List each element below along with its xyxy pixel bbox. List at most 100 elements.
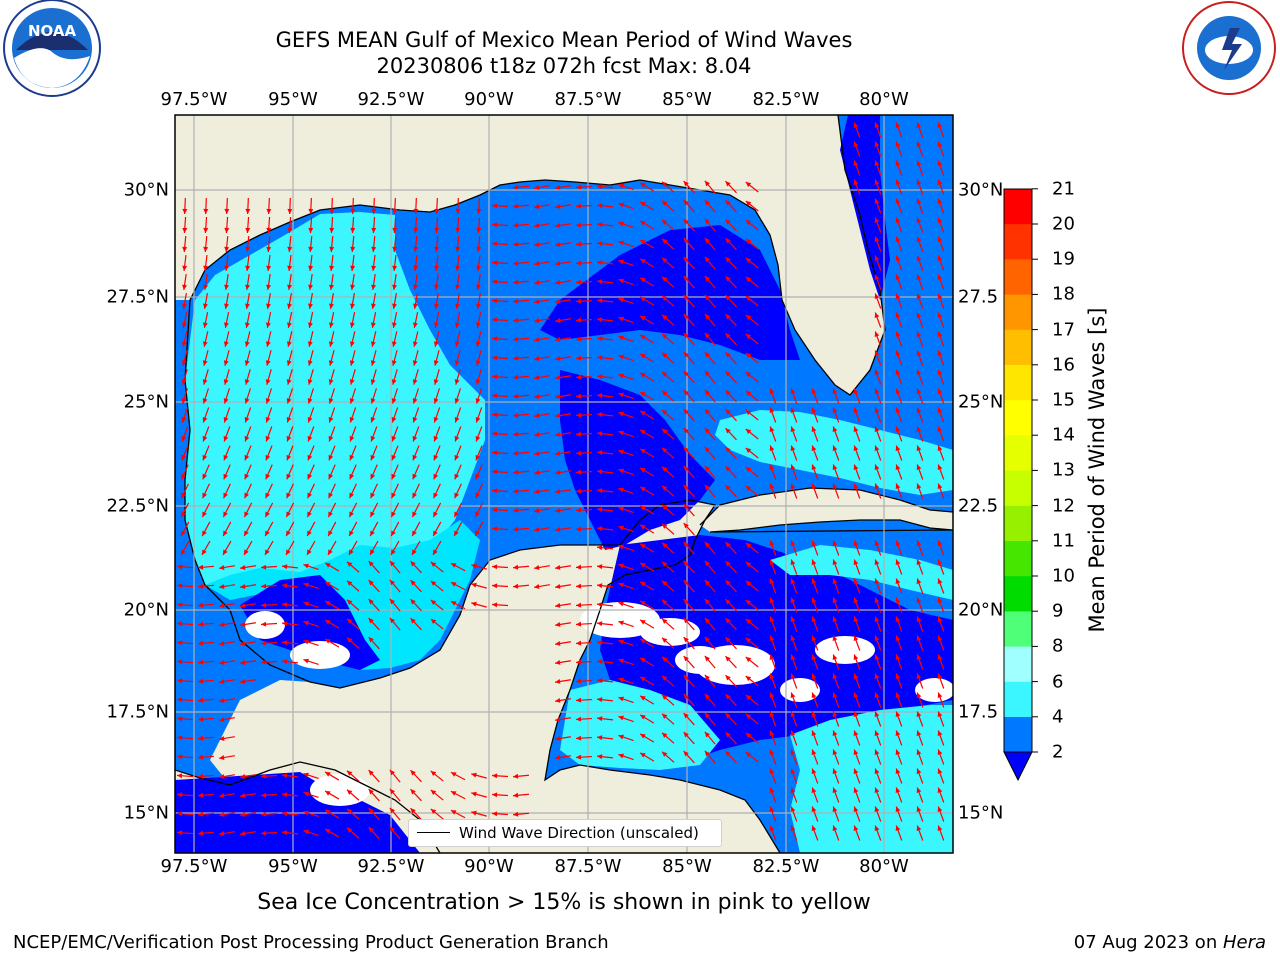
colorbar-tick-label: 15 (1052, 389, 1075, 411)
wind-wave-arrowhead (261, 773, 267, 779)
colorbar-tick-label: 16 (1052, 354, 1075, 376)
wind-wave-arrowhead (471, 601, 477, 607)
wind-wave-arrowhead (790, 825, 796, 832)
wind-wave-arrowhead (769, 768, 775, 775)
wind-wave-arrowhead (661, 694, 668, 700)
wind-wave-arrowhead (811, 388, 817, 395)
wind-wave-arrowhead (198, 697, 204, 703)
wind-wave-arrowhead (261, 640, 267, 646)
wind-wave-arrowhead (450, 563, 457, 568)
wind-wave-arrowhead (704, 408, 710, 415)
colorbar-tick-label: 20 (1052, 213, 1075, 235)
wind-wave-arrowhead (811, 635, 817, 642)
colorbar-title: Mean Period of Wind Waves [s] (1085, 307, 1109, 633)
wind-wave-arrowhead (745, 391, 752, 397)
wind-wave-arrowhead (287, 303, 292, 309)
wind-wave-arrowhead (240, 774, 246, 779)
wind-wave-arrowhead (725, 200, 731, 206)
wind-wave-arrowhead (492, 602, 498, 608)
wind-wave-arrowhead (811, 768, 817, 775)
wind-wave-arrowhead (874, 749, 880, 756)
legend-label: Wind Wave Direction (unscaled) (459, 824, 699, 842)
wind-wave-arrowhead (534, 451, 540, 456)
wind-wave-arrowhead (286, 322, 292, 328)
wind-wave-arrowhead (433, 379, 439, 385)
wind-wave-arrowhead (555, 697, 561, 703)
wind-wave-arrowhead (534, 337, 540, 342)
wind-wave-arrowhead (640, 581, 646, 587)
wind-wave-arrowhead (725, 295, 731, 301)
wind-wave-arrowhead (576, 678, 582, 684)
wind-wave-arrowhead (790, 540, 796, 547)
wind-wave-arrowhead (181, 417, 187, 423)
wind-wave-arrowhead (916, 768, 922, 775)
wind-wave-arrowhead (661, 219, 668, 225)
wind-wave-arrowhead (475, 454, 481, 461)
wind-wave-arrowhead (832, 730, 838, 737)
wind-wave-arrowhead (433, 454, 439, 461)
wind-wave-arrowhead (513, 317, 519, 323)
wind-wave-arrowhead (683, 694, 689, 700)
wind-wave-arrowhead (240, 584, 246, 589)
wind-wave-arrowhead (895, 274, 901, 281)
wind-wave-arrowhead (433, 530, 438, 537)
wind-wave-arrowhead (618, 392, 624, 398)
wind-wave-arrowhead (307, 492, 312, 499)
wind-wave-arrowhead (203, 208, 209, 214)
wind-wave-arrowhead (261, 830, 267, 836)
wind-wave-arrowhead (937, 407, 943, 414)
wind-wave-arrowhead (177, 659, 183, 665)
wind-wave-arrowhead (513, 260, 519, 266)
wind-wave-arrowhead (661, 257, 668, 263)
wind-wave-arrowhead (853, 141, 859, 148)
wind-wave-arrowhead (704, 636, 710, 643)
wind-wave-arrowhead (790, 559, 796, 566)
wind-wave-arrowhead (325, 581, 331, 587)
wind-wave-arrowhead (874, 369, 880, 376)
wind-wave-arrowhead (937, 540, 943, 547)
wind-wave-arrowhead (434, 284, 440, 290)
wind-wave-arrowhead (433, 417, 439, 423)
wind-wave-arrowhead (853, 806, 859, 813)
wind-wave-arrowhead (198, 735, 204, 741)
wind-wave-arrowhead (223, 473, 229, 480)
wind-wave-arrowhead (895, 426, 901, 433)
wind-wave-arrowhead (745, 714, 752, 720)
wind-wave-arrowhead (534, 413, 540, 418)
wind-wave-arrowhead (916, 293, 922, 300)
wind-wave-arrowhead (181, 530, 186, 537)
wind-wave-arrowhead (683, 333, 689, 339)
wind-wave-arrowhead (410, 808, 416, 814)
wind-wave-arrowhead (450, 810, 457, 815)
wind-wave-arrowhead (265, 417, 271, 423)
map-title: GEFS MEAN Gulf of Mexico Mean Period of … (275, 28, 853, 52)
wind-wave-arrowhead (832, 616, 838, 623)
wind-wave-arrowhead (412, 511, 417, 518)
wind-wave-arrowhead (725, 276, 731, 282)
wind-wave-arrowhead (513, 184, 519, 190)
wind-wave-arrowhead (475, 492, 480, 499)
wind-wave-arrowhead (895, 217, 901, 224)
wind-wave-arrowhead (576, 640, 582, 646)
wind-wave-arrowhead (683, 485, 689, 491)
wind-wave-arrowhead (832, 673, 838, 680)
wind-wave-arrowhead (916, 255, 922, 262)
lat-label-left: 20°N (123, 599, 169, 621)
wind-wave-arrowhead (389, 598, 395, 605)
wind-wave-arrowhead (265, 435, 271, 442)
wind-wave-arrowhead (349, 417, 355, 423)
wind-wave-arrowhead (303, 772, 309, 778)
wind-wave-arrowhead (576, 621, 582, 627)
wind-wave-arrowhead (223, 341, 229, 347)
wind-wave-arrowhead (661, 371, 668, 377)
wind-wave-arrowhead (704, 712, 710, 719)
wind-wave-arrowhead (412, 379, 418, 385)
wind-wave-arrowhead (555, 621, 561, 627)
wind-wave-arrowhead (261, 583, 267, 589)
wind-wave-arrowhead (640, 277, 646, 283)
wind-wave-arrowhead (683, 200, 689, 206)
wind-wave-arrowhead (811, 559, 817, 566)
wind-wave-arrowhead (370, 322, 376, 328)
wind-wave-arrowhead (576, 260, 582, 266)
wind-wave-arrowhead (745, 467, 752, 473)
